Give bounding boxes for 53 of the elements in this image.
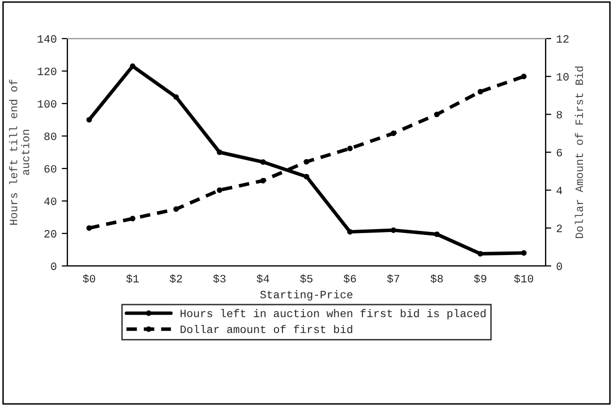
y2-tick-label: 0 xyxy=(556,262,562,270)
x-tick-label: $2 xyxy=(170,274,182,284)
point xyxy=(86,116,92,123)
y-tick-label: 140 xyxy=(38,35,56,43)
point xyxy=(216,187,222,193)
x-tick-label: $8 xyxy=(430,274,443,284)
point xyxy=(173,206,179,212)
point xyxy=(478,250,484,257)
y-tick-label: 20 xyxy=(44,230,56,238)
point xyxy=(260,159,266,165)
point xyxy=(86,225,92,231)
y2-tick-label: 8 xyxy=(556,110,562,118)
point xyxy=(304,158,310,164)
x-tick-label: $9 xyxy=(474,274,486,284)
point xyxy=(130,216,136,222)
x-axis-title: Starting-Price xyxy=(260,290,352,301)
point xyxy=(521,250,527,256)
y2-tick-label: 10 xyxy=(556,73,569,81)
y-tick-label: 60 xyxy=(44,165,56,173)
point xyxy=(347,229,353,235)
y2-tick-label: 6 xyxy=(556,148,562,156)
point xyxy=(304,174,310,180)
y2-tick-label: 2 xyxy=(556,224,562,232)
point xyxy=(173,94,179,100)
y2-axis-title: Dollar Amount of First Bid xyxy=(574,66,584,238)
point xyxy=(130,63,136,69)
x-tick-label: $4 xyxy=(256,274,270,284)
x-tick-label: $7 xyxy=(387,274,400,284)
x-tick-label: $3 xyxy=(213,274,226,284)
x-tick-label: $10 xyxy=(514,274,534,284)
y-axis-title: Hours left till end of auction xyxy=(9,80,30,225)
y2-tick-label: 4 xyxy=(556,186,562,194)
y-tick-label: 100 xyxy=(38,100,56,108)
x-tick-label: $6 xyxy=(344,274,356,284)
x-tick-label: $1 xyxy=(126,274,139,284)
point xyxy=(434,231,440,238)
x-tick-label: $0 xyxy=(82,274,96,284)
y-tick-label: 120 xyxy=(38,68,56,76)
point xyxy=(216,149,222,156)
point xyxy=(478,88,484,94)
x-tick-label: $5 xyxy=(300,274,312,284)
legend-label: Dollar amount of first bid xyxy=(180,324,352,334)
y-tick-label: 0 xyxy=(51,262,56,270)
y-tick-label: 80 xyxy=(44,132,56,140)
point xyxy=(347,146,353,152)
point xyxy=(260,178,266,184)
point xyxy=(434,112,440,118)
y2-tick-label: 12 xyxy=(556,35,569,43)
point xyxy=(390,130,396,136)
point xyxy=(521,74,527,80)
point xyxy=(390,227,396,233)
legend-label: Hours left in auction when first bid is placed xyxy=(180,309,486,320)
y-tick-label: 40 xyxy=(44,198,56,206)
